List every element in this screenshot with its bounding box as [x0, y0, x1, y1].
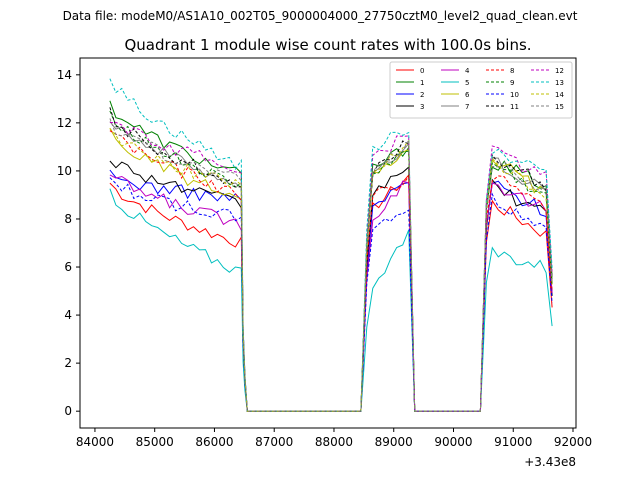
legend-label-2: 2 [420, 91, 424, 99]
legend-label-5: 5 [465, 79, 469, 87]
x-axis: 84000 85000 86000 87000 88000 89000 90000 91000… [76, 428, 592, 449]
y-tick-label: 12 [57, 116, 72, 130]
legend-label-10: 10 [510, 91, 519, 99]
x-tick-label: 86000 [195, 435, 233, 449]
y-axis: 0 2 4 6 8 10 12 14 [57, 68, 80, 418]
legend-label-3: 3 [420, 103, 424, 111]
y-tick-label: 2 [64, 356, 72, 370]
x-tick-label: 89000 [375, 435, 413, 449]
x-tick-label: 85000 [136, 435, 174, 449]
legend-label-15: 15 [555, 103, 564, 111]
y-tick-label: 10 [57, 164, 72, 178]
x-tick-label: 90000 [434, 435, 472, 449]
legend-box [389, 61, 573, 119]
x-tick-label: 88000 [315, 435, 353, 449]
legend-label-4: 4 [465, 67, 470, 75]
legend-label-11: 11 [510, 103, 519, 111]
y-tick-label: 4 [64, 308, 72, 322]
legend-label-1: 1 [420, 79, 424, 87]
y-tick-label: 0 [64, 404, 72, 418]
legend-label-6: 6 [465, 91, 470, 99]
series-line-15 [109, 118, 553, 412]
legend-label-13: 13 [555, 79, 564, 87]
legend-label-12: 12 [555, 67, 564, 75]
legend-label-0: 0 [420, 67, 424, 75]
legend-label-9: 9 [510, 79, 514, 87]
legend-label-14: 14 [555, 91, 564, 99]
x-tick-label: 92000 [554, 435, 592, 449]
x-tick-label: 87000 [255, 435, 293, 449]
legend-label-7: 7 [465, 103, 469, 111]
x-tick-label: 91000 [494, 435, 532, 449]
y-tick-label: 6 [64, 260, 72, 274]
plot-frame [79, 57, 577, 429]
legend-label-8: 8 [510, 67, 514, 75]
y-tick-label: 14 [57, 68, 72, 82]
data-file-label: Data file: modeM0/AS1A10_002T05_90000040… [63, 9, 578, 23]
chart-title: Quadrant 1 module wise count rates with … [124, 36, 531, 54]
x-tick-label: 84000 [76, 435, 114, 449]
x-offset-label: +3.43e8 [524, 455, 576, 469]
plot-lines [109, 78, 553, 412]
y-tick-label: 8 [64, 212, 72, 226]
